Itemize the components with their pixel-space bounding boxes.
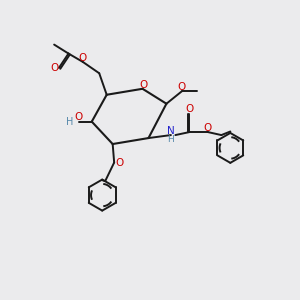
Text: O: O: [50, 63, 59, 73]
Text: O: O: [74, 112, 82, 122]
Text: H: H: [167, 135, 174, 144]
Text: N: N: [167, 126, 175, 136]
Text: O: O: [185, 104, 194, 114]
Text: O: O: [116, 158, 124, 167]
Text: O: O: [139, 80, 147, 90]
Text: H: H: [66, 117, 74, 127]
Text: O: O: [204, 123, 212, 133]
Text: O: O: [79, 53, 87, 63]
Text: O: O: [178, 82, 186, 92]
